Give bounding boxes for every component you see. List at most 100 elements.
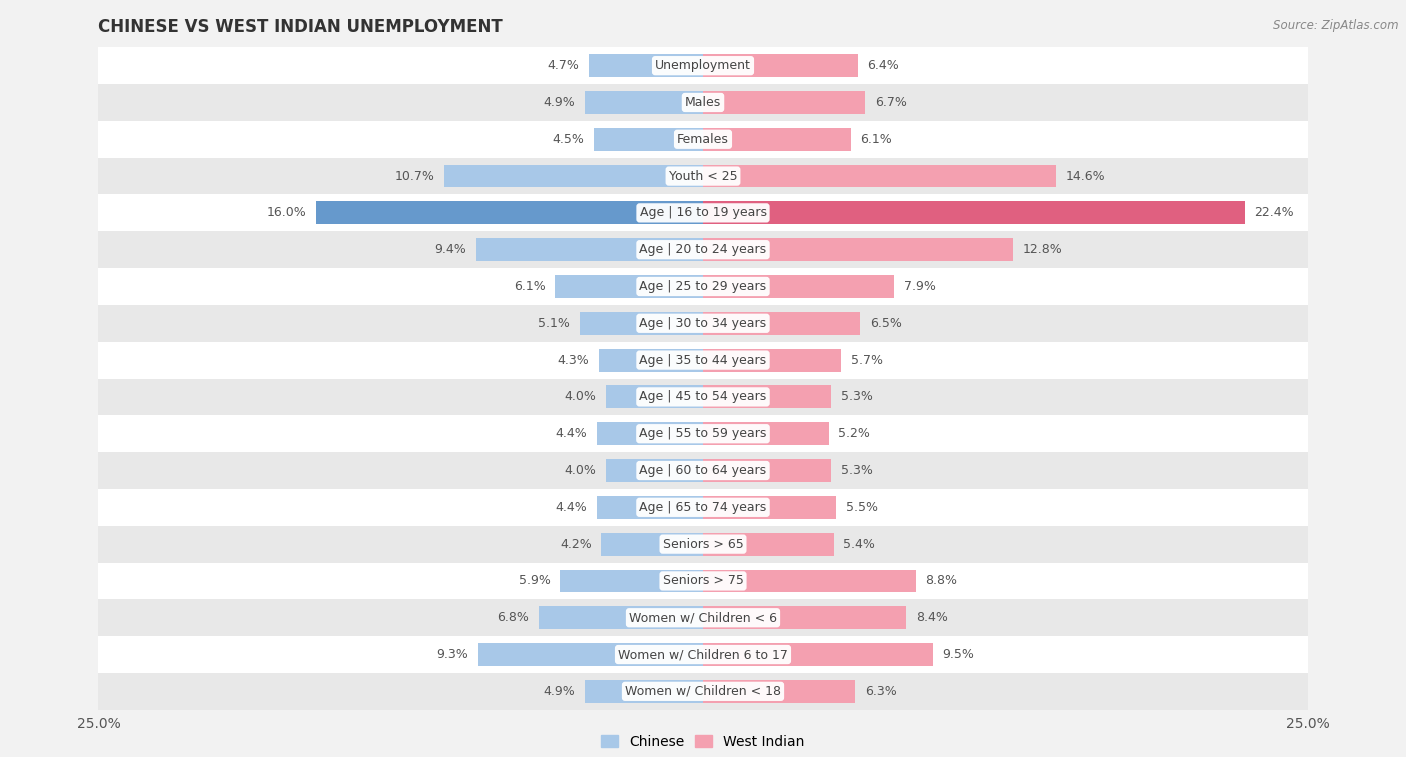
Bar (585, 680, 703, 702)
Bar (98, 636, 1308, 673)
Bar (703, 275, 894, 298)
Bar (98, 195, 1308, 232)
Text: 12.8%: 12.8% (1022, 243, 1062, 256)
Bar (703, 385, 831, 408)
Bar (98, 268, 1308, 305)
Text: 8.8%: 8.8% (925, 575, 957, 587)
Bar (703, 459, 831, 482)
Text: 5.3%: 5.3% (841, 464, 873, 477)
Bar (703, 165, 1056, 188)
Text: 6.1%: 6.1% (515, 280, 546, 293)
Bar (703, 569, 915, 592)
Bar (98, 84, 1308, 121)
Text: 5.3%: 5.3% (841, 391, 873, 403)
Text: Source: ZipAtlas.com: Source: ZipAtlas.com (1274, 19, 1399, 32)
Bar (98, 305, 1308, 341)
Text: 5.7%: 5.7% (851, 354, 883, 366)
Bar (98, 341, 1308, 378)
Text: 9.3%: 9.3% (437, 648, 468, 661)
Text: 4.0%: 4.0% (565, 391, 596, 403)
Bar (444, 165, 703, 188)
Text: 6.1%: 6.1% (860, 132, 891, 146)
Bar (703, 201, 1244, 224)
Text: CHINESE VS WEST INDIAN UNEMPLOYMENT: CHINESE VS WEST INDIAN UNEMPLOYMENT (98, 17, 503, 36)
Text: Age | 20 to 24 years: Age | 20 to 24 years (640, 243, 766, 256)
Bar (596, 422, 703, 445)
Text: 4.9%: 4.9% (543, 96, 575, 109)
Bar (703, 312, 860, 335)
Bar (606, 459, 703, 482)
Text: 9.5%: 9.5% (942, 648, 974, 661)
Text: 6.5%: 6.5% (870, 316, 901, 330)
Text: 4.9%: 4.9% (543, 685, 575, 698)
Text: 22.4%: 22.4% (1254, 207, 1294, 220)
Text: Age | 65 to 74 years: Age | 65 to 74 years (640, 501, 766, 514)
Text: Females: Females (678, 132, 728, 146)
Bar (703, 422, 828, 445)
Text: Age | 30 to 34 years: Age | 30 to 34 years (640, 316, 766, 330)
Text: 4.4%: 4.4% (555, 427, 586, 441)
Text: 5.1%: 5.1% (538, 316, 569, 330)
Bar (703, 349, 841, 372)
Bar (98, 673, 1308, 710)
Text: Seniors > 75: Seniors > 75 (662, 575, 744, 587)
Bar (98, 416, 1308, 452)
Text: 7.9%: 7.9% (904, 280, 935, 293)
Bar (703, 496, 837, 519)
Bar (98, 452, 1308, 489)
Text: 8.4%: 8.4% (915, 611, 948, 625)
Text: Age | 25 to 29 years: Age | 25 to 29 years (640, 280, 766, 293)
Text: 5.9%: 5.9% (519, 575, 551, 587)
Bar (555, 275, 703, 298)
Text: Women w/ Children < 6: Women w/ Children < 6 (628, 611, 778, 625)
Bar (596, 496, 703, 519)
Bar (98, 121, 1308, 157)
Text: Males: Males (685, 96, 721, 109)
Bar (98, 157, 1308, 195)
Text: 6.3%: 6.3% (865, 685, 897, 698)
Text: 6.7%: 6.7% (875, 96, 907, 109)
Bar (538, 606, 703, 629)
Text: Youth < 25: Youth < 25 (669, 170, 737, 182)
Bar (316, 201, 703, 224)
Text: 4.3%: 4.3% (558, 354, 589, 366)
Legend: Chinese, West Indian: Chinese, West Indian (596, 730, 810, 755)
Text: 9.4%: 9.4% (434, 243, 465, 256)
Text: Age | 35 to 44 years: Age | 35 to 44 years (640, 354, 766, 366)
Text: 4.5%: 4.5% (553, 132, 585, 146)
Bar (703, 91, 865, 114)
Text: Seniors > 65: Seniors > 65 (662, 537, 744, 550)
Text: 5.5%: 5.5% (845, 501, 877, 514)
Text: Age | 55 to 59 years: Age | 55 to 59 years (640, 427, 766, 441)
Bar (98, 562, 1308, 600)
Text: Women w/ Children < 18: Women w/ Children < 18 (626, 685, 780, 698)
Bar (561, 569, 703, 592)
Text: 6.8%: 6.8% (496, 611, 529, 625)
Bar (98, 378, 1308, 416)
Bar (478, 643, 703, 666)
Bar (475, 238, 703, 261)
Bar (703, 533, 834, 556)
Bar (703, 643, 932, 666)
Text: 4.4%: 4.4% (555, 501, 586, 514)
Bar (579, 312, 703, 335)
Text: 6.4%: 6.4% (868, 59, 900, 72)
Text: 4.0%: 4.0% (565, 464, 596, 477)
Bar (98, 232, 1308, 268)
Text: 10.7%: 10.7% (395, 170, 434, 182)
Bar (98, 525, 1308, 562)
Text: 4.7%: 4.7% (548, 59, 579, 72)
Bar (703, 128, 851, 151)
Text: Unemployment: Unemployment (655, 59, 751, 72)
Bar (585, 91, 703, 114)
Bar (589, 55, 703, 77)
Bar (606, 385, 703, 408)
Bar (98, 489, 1308, 525)
Text: Age | 60 to 64 years: Age | 60 to 64 years (640, 464, 766, 477)
Bar (595, 128, 703, 151)
Bar (98, 600, 1308, 636)
Bar (602, 533, 703, 556)
Text: 14.6%: 14.6% (1066, 170, 1105, 182)
Text: Age | 16 to 19 years: Age | 16 to 19 years (640, 207, 766, 220)
Bar (703, 55, 858, 77)
